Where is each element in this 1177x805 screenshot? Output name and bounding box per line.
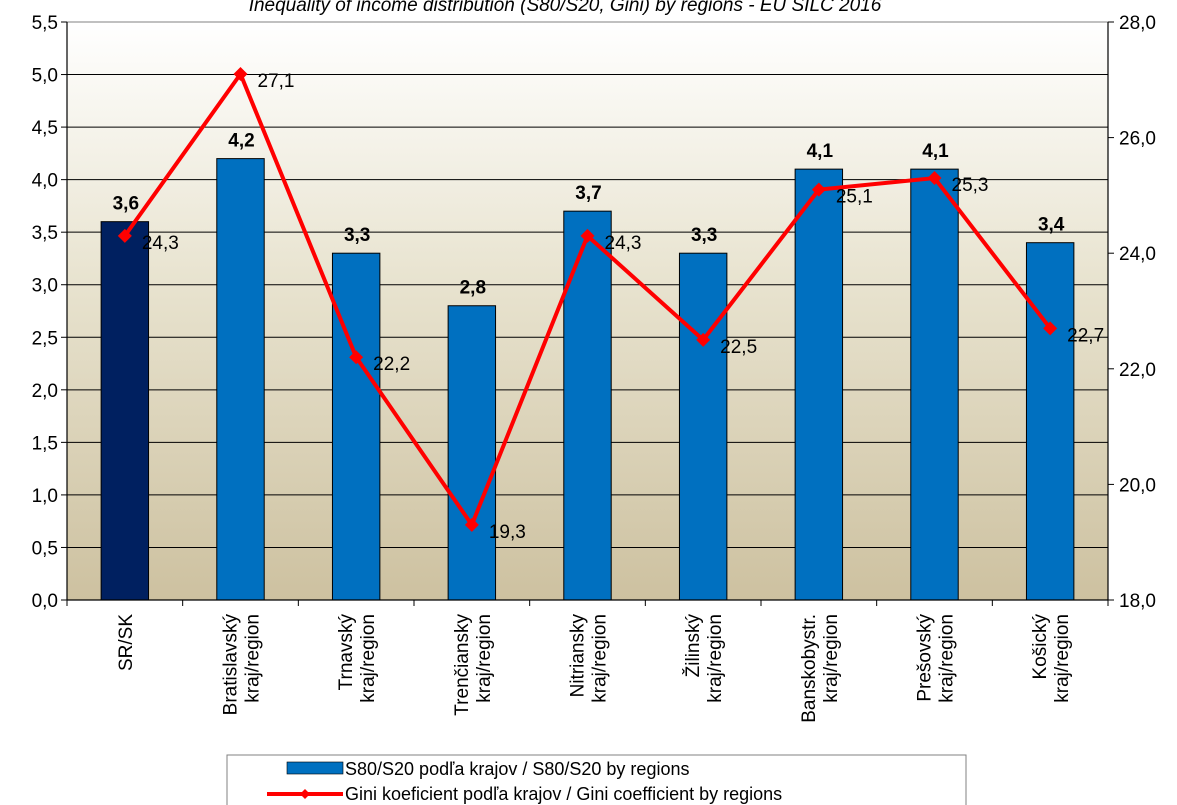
gini-point [464, 517, 479, 532]
legend-bar-swatch [286, 761, 344, 775]
left-axis-tick-label: 3,5 [32, 223, 58, 244]
left-axis-tick-label: 5,5 [32, 13, 58, 34]
gini-value-label: 25,3 [952, 175, 989, 196]
bar [1025, 242, 1075, 601]
right-axis-tick-label: 18,0 [1119, 591, 1156, 612]
bar [100, 221, 150, 601]
legend: S80/S20 podľa krajov / S80/S20 by region… [226, 754, 967, 805]
right-axis-tick-label: 24,0 [1119, 244, 1156, 265]
gini-line: 24,3 27,1 22,2 19,3 24,3 22,5 25,1 25,3 22,7 [117, 67, 1104, 543]
gini-value-label: 24,3 [142, 233, 179, 254]
right-axis-tick-label: 28,0 [1119, 13, 1156, 34]
bar [910, 168, 959, 601]
category-label: Banskobystr.kraj/region [799, 614, 842, 723]
left-axis-tick-label: 4,0 [32, 171, 58, 192]
axes: 0,0 0,5 1,0 1,5 2,0 2,5 3,0 3,5 4,0 4,5 5,0 5,5 18,0… [32, 13, 1156, 723]
bars: 3,6 4,2 3,3 2,8 3,7 3,3 4,1 4,1 3,4 [100, 131, 1075, 601]
bar-value-label: 4,1 [922, 141, 949, 162]
left-axis-tick-label: 2,5 [32, 328, 58, 349]
category-label: Trenčianskykraj/region [452, 614, 495, 716]
bar-value-label: 3,7 [575, 183, 601, 204]
bar [216, 158, 265, 601]
bar [794, 168, 844, 601]
category-label: Trnavskýkraj/region [336, 614, 379, 703]
bar [563, 210, 612, 601]
gini-value-label: 19,3 [489, 522, 526, 543]
gini-point [580, 228, 595, 243]
gini-point [811, 182, 826, 197]
bar [678, 252, 728, 601]
bar [447, 305, 497, 601]
left-axis-tick-label: 0,5 [32, 538, 58, 559]
gini-point [696, 332, 711, 347]
bar-value-label: 3,4 [1038, 215, 1065, 236]
left-axis-tick-label: 3,0 [32, 276, 58, 297]
gini-point [117, 228, 132, 243]
right-axis-tick-label: 22,0 [1119, 360, 1156, 381]
bar-value-label: 3,3 [344, 225, 370, 246]
bar [331, 252, 381, 601]
category-label: Nitrianskykraj/region [568, 614, 611, 703]
bar-value-label: 3,6 [113, 194, 139, 215]
bar-value-label: 4,2 [228, 131, 254, 152]
legend-label-s80s20: S80/S20 podľa krajov / S80/S20 by region… [345, 759, 689, 779]
gini-value-label: 22,2 [373, 354, 410, 375]
left-axis-tick-label: 0,0 [32, 591, 58, 612]
chart-title: Inequality of income distribution (S80/S… [249, 0, 882, 16]
bar-value-label: 3,3 [691, 225, 717, 246]
left-axis-tick-label: 2,0 [32, 381, 58, 402]
legend-marker [300, 789, 310, 799]
category-label: SR/SK [116, 614, 137, 671]
left-axis-tick-label: 1,5 [32, 433, 58, 454]
category-label: Žilinskýkraj/region [682, 614, 726, 703]
gini-point [349, 350, 364, 365]
gini-value-label: 27,1 [258, 71, 295, 92]
right-axis-tick-label: 20,0 [1119, 475, 1156, 496]
left-axis-tick-label: 5,0 [32, 66, 58, 87]
gini-value-label: 22,7 [1067, 325, 1104, 346]
category-label: Prešovskýkraj/region [915, 614, 958, 703]
left-axis-tick-label: 4,5 [32, 118, 58, 139]
legend-box [226, 754, 967, 805]
category-label: Bratislavskýkraj/region [221, 614, 264, 716]
legend-label-gini: Gini koeficient podľa krajov / Gini coef… [345, 784, 782, 804]
gini-value-label: 25,1 [836, 187, 873, 208]
category-label: Košickýkraj/region [1030, 614, 1073, 703]
gini-value-label: 24,3 [605, 233, 642, 254]
gini-point [1043, 321, 1058, 336]
bar-value-label: 4,1 [807, 141, 834, 162]
left-axis-tick-label: 1,0 [32, 486, 58, 507]
gini-point [233, 67, 248, 82]
gini-value-label: 22,5 [720, 337, 757, 358]
right-axis-tick-label: 26,0 [1119, 129, 1156, 150]
gini-point [927, 171, 942, 186]
bar-value-label: 2,8 [460, 278, 486, 299]
